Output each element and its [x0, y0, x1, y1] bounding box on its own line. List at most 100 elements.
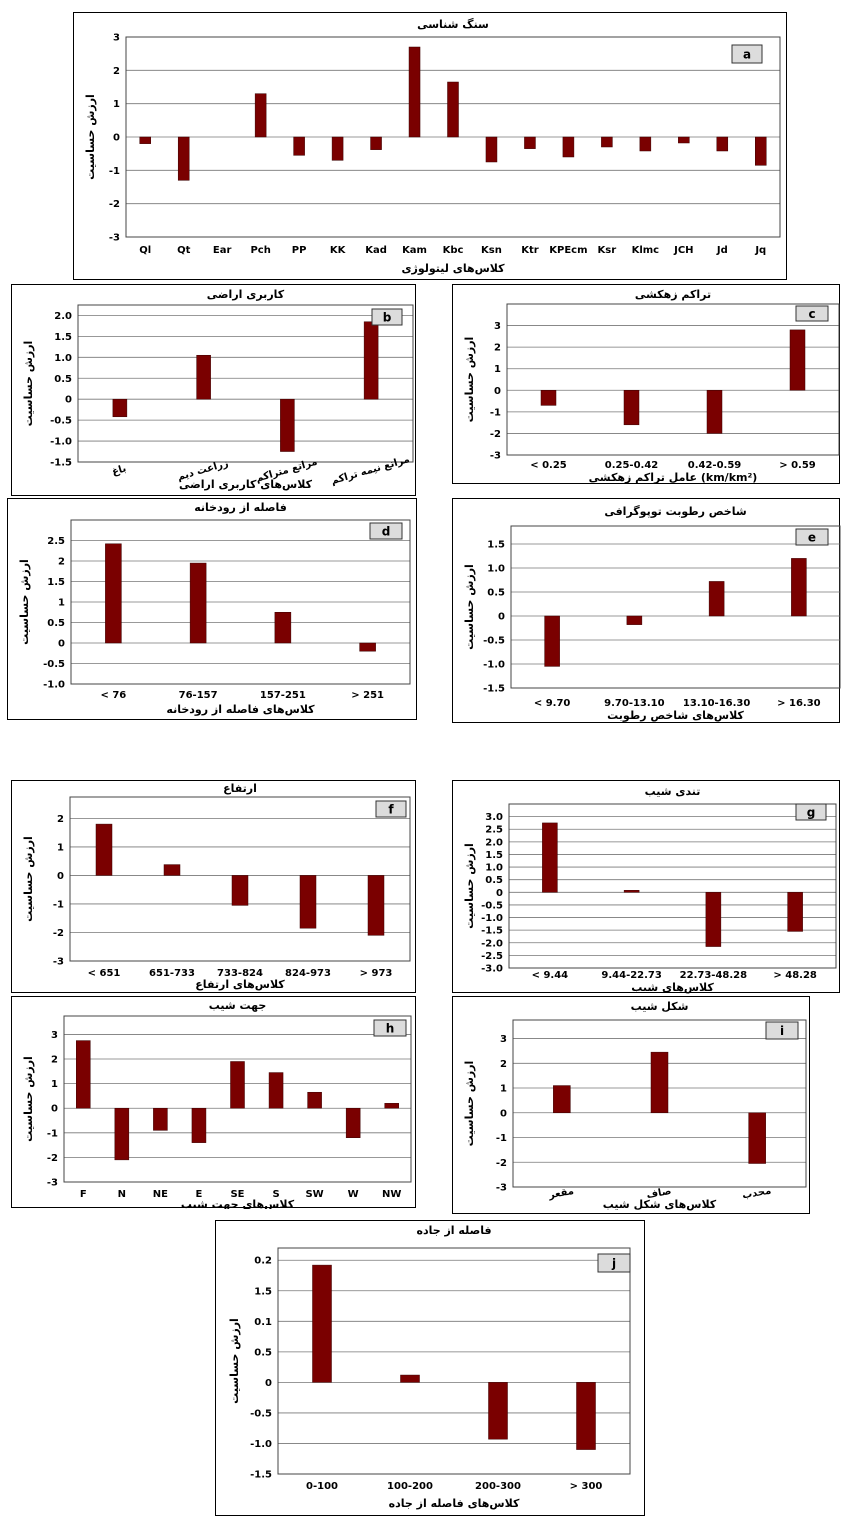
x-tick-label: PP — [292, 245, 307, 256]
y-tick-label: 3 — [500, 1034, 507, 1045]
y-tick-label: -1.0 — [50, 437, 72, 448]
chart-title: جهت شیب — [209, 999, 267, 1012]
bar — [163, 864, 181, 876]
y-tick-label: 0 — [57, 871, 64, 882]
x-tick-label: < 9.70 — [534, 698, 571, 709]
y-tick-label: -1.5 — [250, 1470, 272, 1481]
y-tick-label: -1 — [53, 899, 64, 910]
y-tick-label: 1 — [113, 99, 120, 110]
bar — [230, 1061, 245, 1109]
x-tick-label: Ksr — [598, 245, 617, 256]
panel-i: شکل شیب 3 2 1 0 -1 -2 -3 مقعر صاف محدب کلاس‌های شکل… — [452, 996, 810, 1214]
chart-title: ارتفاع — [223, 782, 257, 795]
x-tick-label: Jq — [754, 245, 766, 256]
x-axis-label: کلاس‌های شیب — [631, 981, 714, 994]
y-tick-label: -3 — [53, 957, 64, 968]
bar — [706, 390, 723, 434]
bar — [716, 136, 729, 152]
bar — [254, 93, 267, 138]
x-tick-label: 22.73-48.28 — [680, 970, 747, 981]
y-tick-label: 3 — [113, 33, 120, 44]
bar — [299, 875, 317, 929]
y-tick-label: 0.5 — [47, 618, 65, 629]
panel-letter-box — [765, 1021, 799, 1040]
y-tick-label: -0.5 — [50, 416, 72, 427]
chart-h-svg: جهت شیب 3 2 1 0 -1 -2 -3 F N NE E SE S SW W NW کلاس‌های ج… — [22, 999, 412, 1209]
x-axis-label: کلاس‌های ارتفاع — [195, 978, 285, 991]
panel-letter-box — [373, 1019, 407, 1037]
y-tick-label: -2 — [490, 429, 501, 440]
x-axis-label: کلاس‌های جهت شیب — [181, 1198, 295, 1209]
y-axis-label: ارزش حساسیت — [228, 1318, 241, 1404]
panel-letter: e — [808, 531, 816, 545]
panel-letter: h — [386, 1022, 395, 1036]
bar — [280, 398, 295, 452]
x-tick-label: W — [348, 1189, 359, 1200]
y-tick-label: -0.5 — [43, 659, 65, 670]
bar — [639, 136, 652, 152]
y-tick-label: -2 — [109, 199, 120, 210]
chart-i-svg: شکل شیب 3 2 1 0 -1 -2 -3 مقعر صاف محدب کلاس‌های شکل… — [463, 1000, 807, 1211]
y-tick-label: 1.0 — [54, 353, 72, 364]
panel-letter: a — [743, 48, 751, 62]
y-axis-label: ارزش حساسیت — [463, 843, 476, 929]
y-tick-label: 0.5 — [487, 588, 505, 599]
y-tick-label: 0 — [500, 1108, 507, 1119]
panel-letter: c — [808, 307, 815, 321]
x-tick-label: F — [80, 1189, 87, 1200]
x-tick-label: 13.10-16.30 — [683, 698, 750, 709]
bar — [153, 1107, 168, 1131]
y-tick-label: 0.5 — [54, 374, 72, 385]
plot-area — [512, 1019, 807, 1188]
y-tick-label: 1.5 — [54, 332, 72, 343]
bar — [408, 46, 421, 138]
bar — [562, 136, 575, 158]
x-tick-label: Kam — [402, 245, 427, 256]
x-tick-label: 0-100 — [306, 1481, 338, 1492]
y-tick-label: 1.5 — [47, 577, 65, 588]
y-tick-label: 2.5 — [47, 536, 65, 547]
bar — [268, 1072, 284, 1109]
y-axis-label: ارزش حساسیت — [463, 337, 476, 423]
chart-title: تندی شیب — [645, 785, 701, 798]
bar — [601, 136, 613, 148]
bar — [791, 558, 807, 617]
x-axis-label: کلاس‌های فاصله از جاده — [389, 1497, 520, 1510]
bar — [139, 136, 151, 144]
y-tick-label: 0 — [265, 1378, 272, 1389]
chart-title: شاخص رطوبت توپوگرافی — [604, 505, 746, 518]
y-tick-label: 1 — [57, 842, 64, 853]
y-tick-label: 2 — [57, 814, 64, 825]
y-tick-label: -3.0 — [481, 964, 503, 975]
panel-letter-box — [369, 522, 403, 540]
y-axis-label: ارزش حساسیت — [463, 1061, 476, 1147]
bar — [748, 1112, 766, 1164]
y-tick-label: -1.0 — [43, 680, 65, 691]
y-tick-label: 3 — [51, 1030, 58, 1041]
x-tick-label: 824-973 — [285, 968, 331, 979]
chart-b-svg: کاربری اراضی 2.0 1.5 1.0 0.5 0 -0.5 -1.0 -1.5 باغ… — [22, 288, 414, 491]
y-tick-label: 0.1 — [254, 1317, 272, 1328]
x-tick-label: SW — [305, 1189, 323, 1200]
y-tick-label: -3 — [496, 1183, 507, 1194]
y-tick-label: 0 — [498, 612, 505, 623]
y-tick-label: 1.0 — [485, 863, 503, 874]
panel-letter: g — [807, 806, 816, 820]
y-tick-label: 0 — [494, 386, 501, 397]
plot-area — [506, 303, 840, 456]
y-axis-label: ارزش حساسیت — [84, 94, 97, 180]
bar — [623, 390, 640, 426]
y-tick-label: 2 — [51, 1055, 58, 1066]
y-tick-label: -2 — [53, 928, 64, 939]
bar — [708, 581, 725, 617]
y-axis-label: ارزش حساسیت — [22, 836, 35, 922]
x-tick-label: Ksn — [481, 245, 502, 256]
y-axis-label: ارزش حساسیت — [22, 341, 35, 427]
y-tick-label: -2.0 — [481, 938, 503, 949]
chart-c-svg: تراکم زهکشی 3 2 1 0 -1 -2 -3 < 0.25 0.25-0.42 0.42… — [463, 288, 840, 484]
bar — [787, 892, 803, 932]
x-tick-label: > 300 — [570, 1481, 603, 1492]
panel-letter: j — [611, 1257, 616, 1271]
plot-area — [125, 36, 781, 238]
y-tick-label: -0.5 — [481, 900, 503, 911]
